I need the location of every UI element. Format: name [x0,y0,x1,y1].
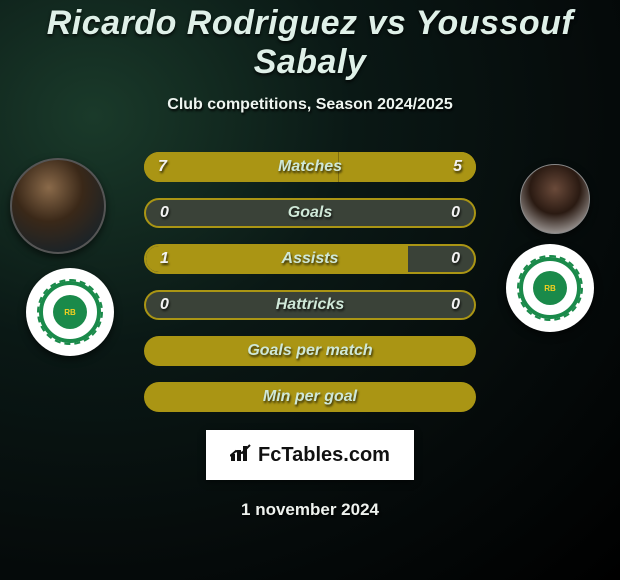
stat-value-right: 0 [451,296,460,314]
player1-club-badge: RB [26,268,114,356]
stat-label: Assists [282,250,339,268]
stat-value-left: 0 [160,204,169,222]
bar-fill-left [146,246,408,272]
stat-label: Goals per match [247,342,372,360]
player2-club-badge: RB [506,244,594,332]
stat-value-right: 0 [451,250,460,268]
stat-bar: 7 5 Matches [144,152,476,182]
player2-photo [520,164,590,234]
stat-value-left: 7 [158,158,167,176]
crest-icon: RB [53,295,87,329]
stat-bar: 0 0 Goals [144,198,476,228]
subtitle: Club competitions, Season 2024/2025 [0,96,620,114]
brand-chart-icon [230,444,252,467]
bars-container: 7 5 Matches 0 0 Goals 1 0 Assists 0 0 Hattricks Goal… [144,152,476,412]
stat-value-left: 1 [160,250,169,268]
date-line: 1 november 2024 [0,500,620,520]
crest-icon: RB [533,271,567,305]
brand-box: FcTables.com [206,430,414,480]
player1-photo [10,158,106,254]
stats-area: RB RB 7 5 Matches 0 0 Goals 1 0 Assists 0 0 Hattric… [0,152,620,412]
stat-value-left: 0 [160,296,169,314]
stat-value-right: 5 [453,158,462,176]
brand-text: FcTables.com [258,444,390,467]
stat-label: Hattricks [276,296,344,314]
stat-label: Goals [288,204,332,222]
stat-value-right: 0 [451,204,460,222]
stat-label: Min per goal [263,388,357,406]
stat-bar: Goals per match [144,336,476,366]
stat-bar: Min per goal [144,382,476,412]
stat-label: Matches [278,158,342,176]
page-title: Ricardo Rodriguez vs Youssouf Sabaly [0,4,620,82]
stat-bar: 0 0 Hattricks [144,290,476,320]
stat-bar: 1 0 Assists [144,244,476,274]
